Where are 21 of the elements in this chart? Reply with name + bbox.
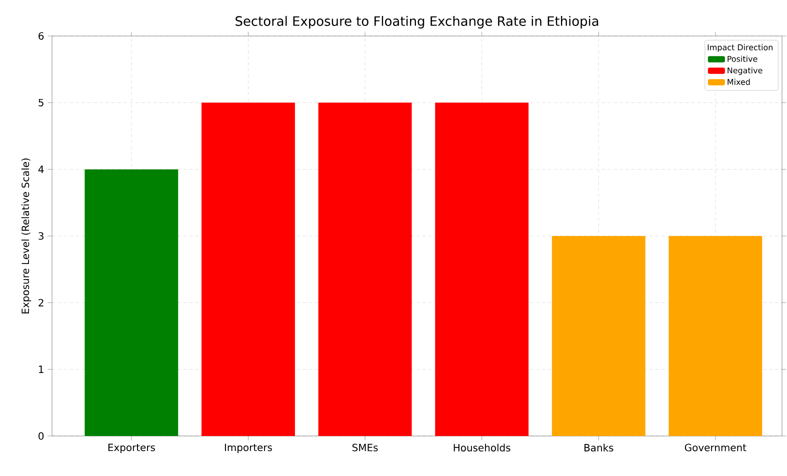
y-tick-label: 1 — [38, 366, 44, 373]
y-tick-label: 4 — [38, 166, 44, 173]
x-tick-label: Importers — [224, 444, 272, 454]
bar — [668, 236, 762, 436]
x-tick-label: Exporters — [108, 444, 155, 454]
bar — [84, 169, 178, 436]
y-tick-label: 0 — [38, 432, 44, 440]
y-axis-title: Exposure Level (Relative Scale) — [21, 158, 32, 314]
bar — [202, 102, 295, 436]
bar — [435, 102, 529, 436]
y-tick-label: 2 — [38, 298, 44, 306]
y-tick-label: 3 — [38, 232, 44, 240]
x-tick-label: Households — [454, 444, 510, 452]
bar — [318, 102, 412, 436]
x-tick-label: Government — [684, 444, 746, 452]
y-tick-label: 6 — [38, 32, 44, 40]
chart-title: Sectoral Exposure to Floating Exchange Rate in Ethiopia — [236, 16, 598, 28]
bar — [552, 236, 646, 436]
x-tick-label: Banks — [584, 444, 614, 452]
y-tick-label: 5 — [38, 98, 44, 106]
x-tick-label: SMEs — [352, 444, 378, 452]
